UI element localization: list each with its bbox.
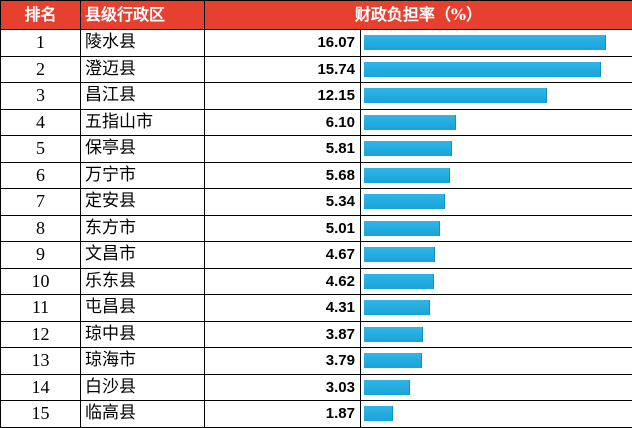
bar-cell xyxy=(361,374,632,401)
burden-value-cell: 1.87 xyxy=(205,401,361,428)
region-name-cell: 屯昌县 xyxy=(81,295,205,322)
data-bar xyxy=(364,194,445,209)
data-bar xyxy=(364,353,422,368)
bar-cell xyxy=(361,189,632,216)
data-bar xyxy=(364,274,434,289)
header-burden: 财政负担率（%） xyxy=(205,1,632,30)
region-name-cell: 东方市 xyxy=(81,215,205,242)
data-bar xyxy=(364,247,435,262)
burden-value-cell: 12.15 xyxy=(205,83,361,110)
region-name-cell: 澄迈县 xyxy=(81,56,205,83)
data-bar xyxy=(364,168,450,183)
bar-cell xyxy=(361,401,632,428)
burden-value-cell: 4.31 xyxy=(205,295,361,322)
data-bar xyxy=(364,115,456,130)
data-bar xyxy=(364,327,423,342)
bar-cell xyxy=(361,30,632,57)
rank-cell: 9 xyxy=(1,242,81,269)
bar-cell xyxy=(361,295,632,322)
bar-cell xyxy=(361,136,632,163)
region-name-cell: 乐东县 xyxy=(81,268,205,295)
bar-cell xyxy=(361,109,632,136)
region-name-cell: 保亭县 xyxy=(81,136,205,163)
rank-cell: 13 xyxy=(1,348,81,375)
region-name-cell: 白沙县 xyxy=(81,374,205,401)
data-bar xyxy=(364,406,393,421)
bar-cell xyxy=(361,162,632,189)
burden-value-cell: 16.07 xyxy=(205,30,361,57)
burden-value-cell: 5.01 xyxy=(205,215,361,242)
data-bar xyxy=(364,62,601,77)
burden-value-cell: 6.10 xyxy=(205,109,361,136)
region-name-cell: 昌江县 xyxy=(81,83,205,110)
region-name-cell: 琼中县 xyxy=(81,321,205,348)
bar-cell xyxy=(361,242,632,269)
burden-value-cell: 5.68 xyxy=(205,162,361,189)
data-bar xyxy=(364,380,410,395)
header-row: 排名 县级行政区 财政负担率（%） xyxy=(1,1,632,30)
data-bar xyxy=(364,88,547,103)
rank-cell: 4 xyxy=(1,109,81,136)
bar-cell xyxy=(361,268,632,295)
burden-value-cell: 5.34 xyxy=(205,189,361,216)
header-rank: 排名 xyxy=(1,1,81,30)
burden-value-cell: 5.81 xyxy=(205,136,361,163)
region-name-cell: 五指山市 xyxy=(81,109,205,136)
rank-cell: 12 xyxy=(1,321,81,348)
rank-cell: 5 xyxy=(1,136,81,163)
data-bar xyxy=(364,141,452,156)
rank-cell: 3 xyxy=(1,83,81,110)
bar-cell xyxy=(361,83,632,110)
burden-value-cell: 4.62 xyxy=(205,268,361,295)
rank-cell: 10 xyxy=(1,268,81,295)
region-name-cell: 陵水县 xyxy=(81,30,205,57)
burden-value-cell: 3.03 xyxy=(205,374,361,401)
rank-cell: 11 xyxy=(1,295,81,322)
rank-cell: 2 xyxy=(1,56,81,83)
region-name-cell: 万宁市 xyxy=(81,162,205,189)
bar-cell xyxy=(361,56,632,83)
rank-cell: 7 xyxy=(1,189,81,216)
region-name-cell: 定安县 xyxy=(81,189,205,216)
region-name-cell: 临高县 xyxy=(81,401,205,428)
burden-value-cell: 3.79 xyxy=(205,348,361,375)
header-name: 县级行政区 xyxy=(81,1,205,30)
data-bar xyxy=(364,35,606,50)
burden-value-cell: 4.67 xyxy=(205,242,361,269)
data-bar xyxy=(364,221,440,236)
bar-cell xyxy=(361,215,632,242)
bar-cell xyxy=(361,348,632,375)
rank-cell: 1 xyxy=(1,30,81,57)
rank-cell: 8 xyxy=(1,215,81,242)
rank-cell: 14 xyxy=(1,374,81,401)
rank-cell: 6 xyxy=(1,162,81,189)
bar-cell xyxy=(361,321,632,348)
burden-value-cell: 3.87 xyxy=(205,321,361,348)
region-name-cell: 琼海市 xyxy=(81,348,205,375)
data-bar xyxy=(364,300,430,315)
rank-cell: 15 xyxy=(1,401,81,428)
region-name-cell: 文昌市 xyxy=(81,242,205,269)
burden-value-cell: 15.74 xyxy=(205,56,361,83)
